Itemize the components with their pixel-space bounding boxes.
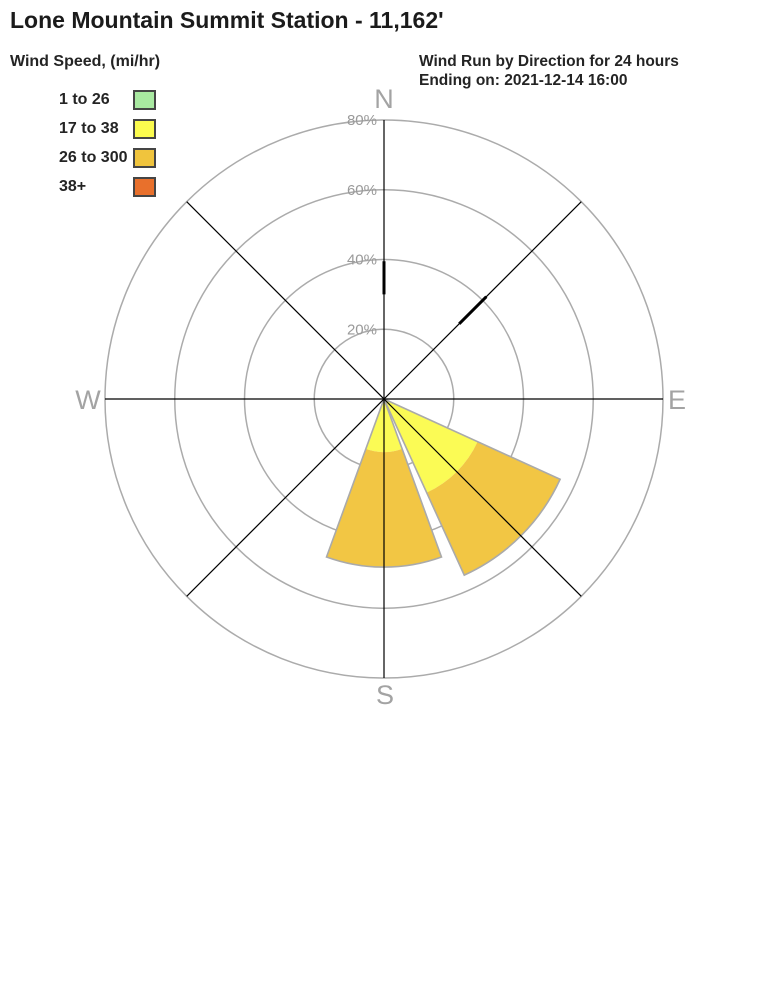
legend-swatch-orange — [133, 177, 156, 197]
ring-label: 20% — [347, 321, 377, 338]
compass-spoke — [383, 398, 582, 597]
ring-label: 80% — [347, 112, 377, 129]
legend-item-label: 38+ — [59, 178, 87, 195]
compass-label-S: S — [376, 680, 394, 710]
ring-label: 60% — [347, 182, 377, 199]
ring-label: 40% — [347, 252, 377, 269]
legend-swatch-amber — [133, 148, 156, 168]
compass-spoke — [186, 201, 385, 400]
chart-subtitle-line2: Ending on: 2021-12-14 16:00 — [419, 72, 628, 89]
compass-label-E: E — [668, 385, 686, 415]
legend-swatch-green — [133, 90, 156, 110]
legend-item-label: 17 to 38 — [59, 120, 119, 137]
legend-swatch-yellow — [133, 119, 156, 139]
compass-label-W: W — [75, 385, 101, 415]
legend-item-label: 26 to 300 — [59, 149, 128, 166]
compass-spoke — [186, 398, 385, 597]
page-title: Lone Mountain Summit Station - 11,162' — [10, 7, 444, 33]
compass-label-N: N — [374, 84, 394, 114]
chart-subtitle-line1: Wind Run by Direction for 24 hours — [419, 53, 679, 70]
chart-subtitle: Wind Run by Direction for 24 hours Endin… — [419, 52, 679, 90]
thin-wind-marker-NE — [458, 295, 488, 325]
legend-title: Wind Speed, (mi/hr) — [10, 53, 161, 70]
legend-item-label: 1 to 26 — [59, 91, 110, 108]
